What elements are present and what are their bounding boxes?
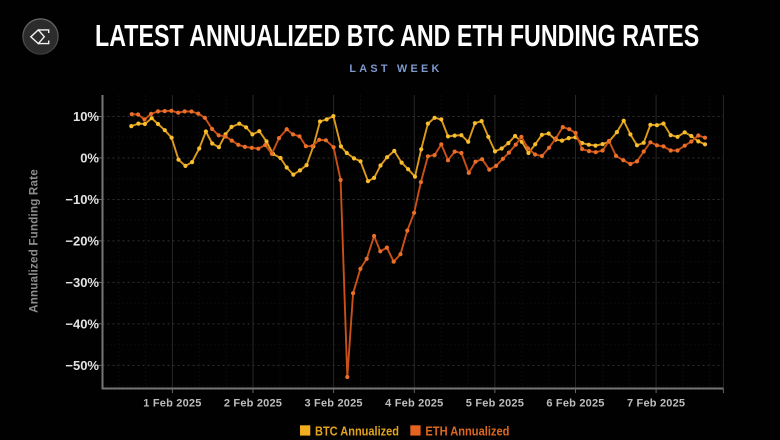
- svg-text:−20%: −20%: [65, 234, 99, 249]
- svg-text:1 Feb 2025: 1 Feb 2025: [143, 398, 201, 410]
- svg-text:Annualized Funding Rate: Annualized Funding Rate: [28, 169, 41, 313]
- svg-text:0%: 0%: [80, 151, 99, 166]
- svg-text:10%: 10%: [73, 109, 99, 124]
- svg-text:BTC Annualized: BTC Annualized: [315, 423, 399, 438]
- svg-text:5 Feb 2025: 5 Feb 2025: [466, 398, 524, 410]
- svg-text:2 Feb 2025: 2 Feb 2025: [224, 398, 282, 410]
- svg-text:ETH Annualized: ETH Annualized: [425, 423, 509, 438]
- svg-text:−50%: −50%: [65, 358, 99, 373]
- svg-text:−30%: −30%: [65, 275, 99, 290]
- svg-text:7 Feb 2025: 7 Feb 2025: [627, 398, 685, 410]
- svg-text:6 Feb 2025: 6 Feb 2025: [546, 398, 604, 410]
- svg-text:3 Feb 2025: 3 Feb 2025: [304, 398, 362, 410]
- svg-text:4 Feb 2025: 4 Feb 2025: [385, 398, 443, 410]
- svg-text:−10%: −10%: [65, 192, 99, 207]
- svg-text:−40%: −40%: [65, 317, 99, 332]
